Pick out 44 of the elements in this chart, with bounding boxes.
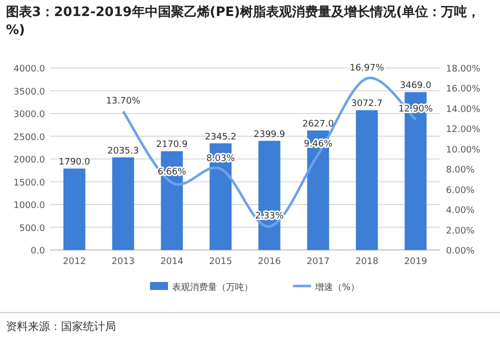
data-label: 2170.9 [156,140,188,150]
y-tick-label: 4000.0 [14,64,46,74]
data-label: 2035.3 [107,146,139,156]
data-label: 2399.9 [254,130,286,140]
data-label: 13.70% [106,96,141,106]
x-tick-label: 2012 [62,257,86,267]
data-label: 2345.2 [204,132,236,142]
data-label: 1790.0 [58,158,90,168]
y-tick-label: 3000.0 [14,110,46,120]
y-tick-label: 2000.0 [14,156,46,166]
x-tick-label: 2018 [355,257,379,267]
y2-tick-label: 10.00% [446,145,481,156]
y2-tick-label: 18.00% [446,64,481,74]
y2-tick-label: 4.00% [446,206,476,216]
y2-tick-label: 8.00% [446,166,476,176]
y-tick-label: 0.0 [30,246,46,256]
x-tick-label: 2017 [306,257,330,267]
y-tick-label: 1500.0 [14,178,46,188]
y2-tick-label: 12.00% [446,125,481,136]
data-label: 3469.0 [400,81,432,92]
x-tick-label: 2013 [112,257,135,267]
x-tick-label: 2016 [258,257,282,267]
y2-tick-label: 0.00% [446,246,476,256]
x-tick-label: 2014 [160,257,184,267]
bar [63,168,86,250]
bar [112,157,134,250]
y-tick-label: 500.0 [19,224,46,234]
y2-tick-label: 14.00% [446,104,481,115]
text: 资料来源：国家统计局 [6,319,116,334]
x-tick-label: 2015 [209,257,232,267]
y-tick-label: 3500.0 [14,87,46,98]
chart-title: 图表3：2012-2019年中国聚乙烯(PE)树脂表观消费量及增长情况(单位：万吨，%) [6,4,482,40]
y-tick-label: 2500.0 [14,132,46,143]
y-tick-label: 1000.0 [14,201,46,211]
data-label: 2627.0 [302,119,334,130]
data-label: 16.97% [350,63,384,74]
legend-label: 增速（%） [314,282,360,293]
y2-tick-label: 2.00% [446,226,476,236]
legend-label: 表观消费量（万吨） [172,282,253,293]
y2-tick-label: 16.00% [446,84,481,95]
x-tick-label: 2019 [404,257,428,267]
data-label: 3072.7 [351,99,383,110]
bar [356,110,378,250]
y2-tick-label: 6.00% [446,186,476,196]
